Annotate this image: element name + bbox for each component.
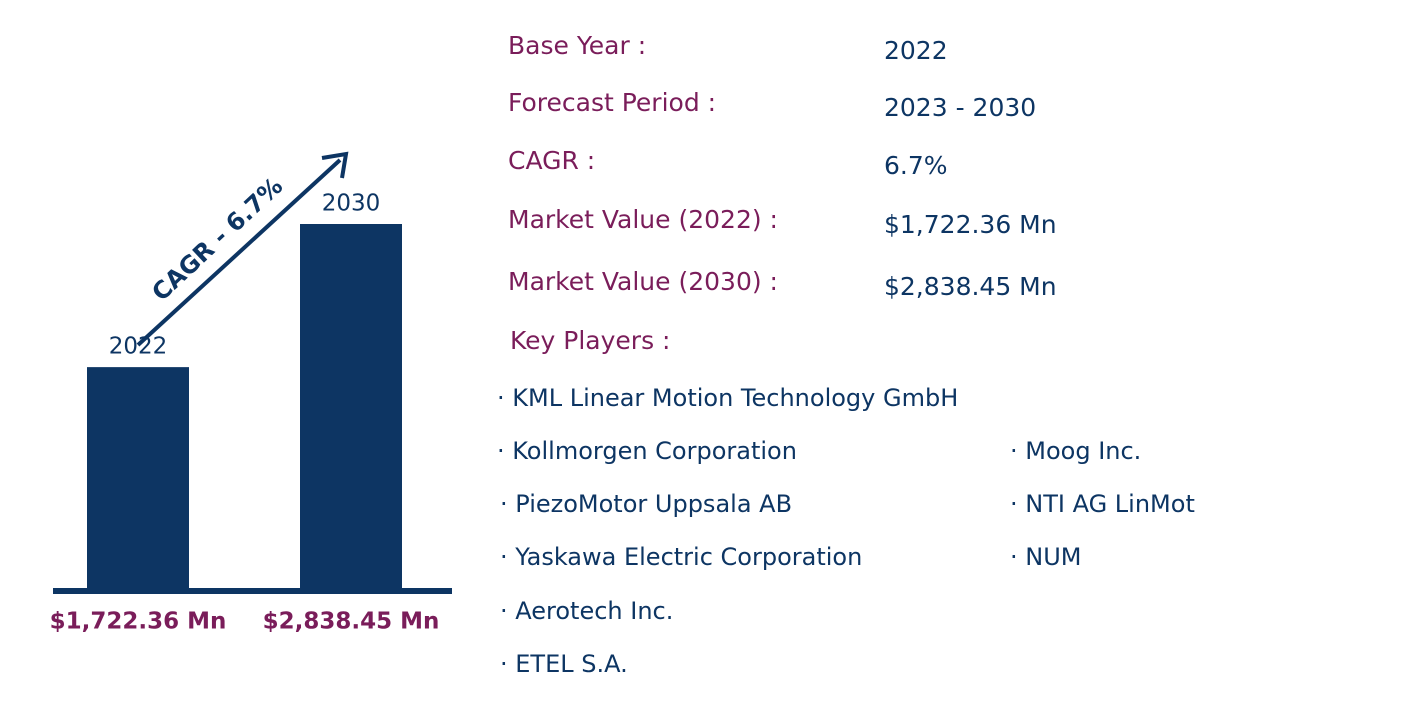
summary-value: $1,722.36 Mn	[884, 210, 1057, 239]
key-player: · Moog Inc.	[1010, 437, 1141, 465]
value-label: $1,722.36 Mn	[50, 609, 227, 635]
category-label: 2022	[109, 334, 168, 360]
bar	[87, 367, 189, 588]
value-label: $2,838.45 Mn	[263, 609, 440, 635]
category-label: 2030	[322, 191, 381, 217]
cagr-annotation: CAGR - 6.7%	[146, 172, 288, 307]
key-player: · NTI AG LinMot	[1010, 490, 1195, 518]
summary-value: 6.7%	[884, 151, 948, 180]
summary-label: Base Year :	[508, 31, 646, 60]
key-player: · Yaskawa Electric Corporation	[500, 543, 862, 571]
key-player: · NUM	[1010, 543, 1081, 571]
summary-label: CAGR :	[508, 146, 595, 175]
summary-value: 2023 - 2030	[884, 93, 1036, 122]
cagr-arrow-head	[321, 151, 349, 179]
summary-label: Market Value (2022) :	[508, 205, 778, 234]
summary-value: $2,838.45 Mn	[884, 272, 1057, 301]
summary-value: 2022	[884, 36, 948, 65]
key-player: · Aerotech Inc.	[500, 597, 673, 625]
cagr-arrow	[136, 158, 342, 347]
key-player: · PiezoMotor Uppsala AB	[500, 490, 792, 518]
key-player: · ETEL S.A.	[500, 650, 628, 678]
key-player: · Kollmorgen Corporation	[497, 437, 797, 465]
key-players-title: Key Players :	[510, 326, 670, 355]
key-player: · KML Linear Motion Technology GmbH	[497, 384, 958, 412]
bar	[300, 224, 402, 588]
summary-label: Market Value (2030) :	[508, 267, 778, 296]
summary-label: Forecast Period :	[508, 88, 716, 117]
